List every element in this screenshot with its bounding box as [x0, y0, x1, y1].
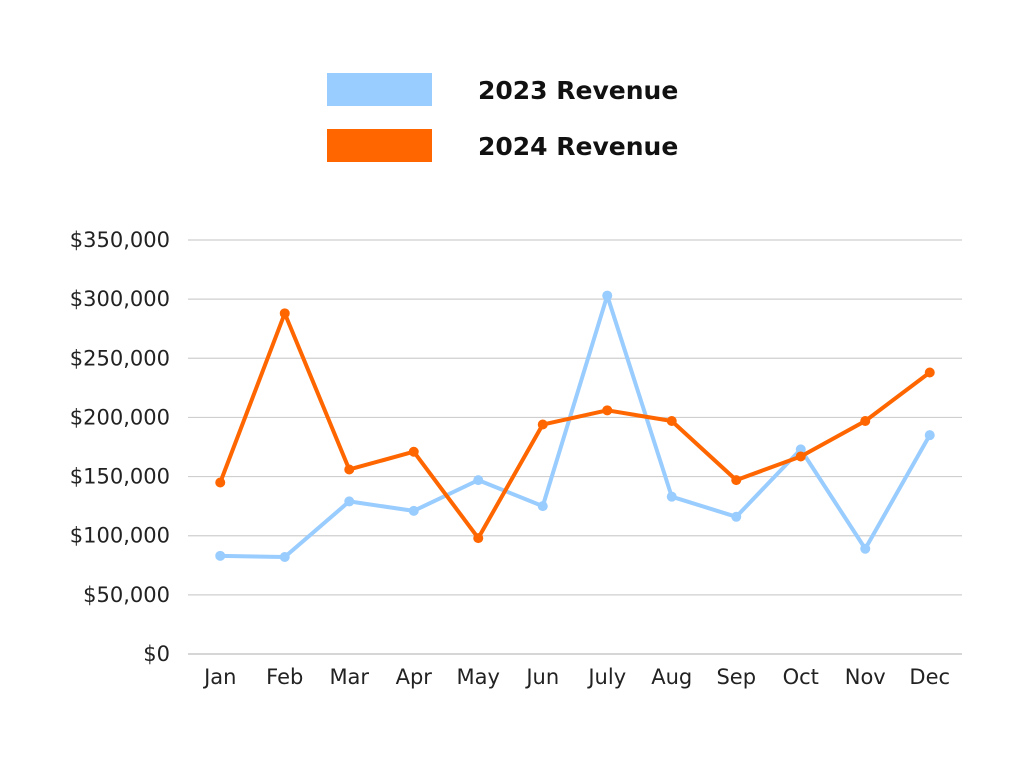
x-tick-label: Apr [396, 665, 433, 689]
data-point [344, 496, 355, 507]
y-tick-label: $100,000 [70, 524, 170, 548]
x-axis-tick-labels: Jan Feb Mar Apr May Jun July Aug Sep Oct Nov Dec [202, 665, 950, 689]
x-tick-label: Feb [266, 665, 303, 689]
x-tick-label: Aug [651, 665, 692, 689]
y-tick-label: $300,000 [70, 287, 170, 311]
data-point [924, 367, 935, 378]
legend-swatch [327, 129, 432, 162]
data-point [215, 477, 226, 488]
data-series [215, 290, 935, 563]
data-point [860, 543, 871, 554]
data-point [602, 405, 613, 416]
gridlines [188, 239, 962, 655]
data-point [795, 451, 806, 462]
x-tick-label: Nov [845, 665, 886, 689]
x-tick-label: Oct [783, 665, 819, 689]
legend: 2023 Revenue 2024 Revenue [327, 73, 678, 162]
x-tick-label: May [457, 665, 500, 689]
y-tick-label: $0 [143, 642, 170, 666]
data-point [666, 415, 677, 426]
series-2 [215, 308, 935, 544]
x-tick-label: Jun [524, 665, 559, 689]
y-tick-label: $200,000 [70, 405, 170, 429]
data-point [279, 308, 290, 319]
data-point [731, 511, 742, 522]
legend-item: 2024 Revenue [327, 129, 678, 162]
data-point [602, 290, 613, 301]
y-tick-label: $350,000 [70, 228, 170, 252]
x-tick-label: Sep [716, 665, 756, 689]
x-tick-label: Mar [329, 665, 369, 689]
data-point [408, 505, 419, 516]
data-point [537, 419, 548, 430]
x-tick-label: Dec [909, 665, 950, 689]
data-point [537, 501, 548, 512]
data-point [860, 415, 871, 426]
y-tick-label: $50,000 [83, 583, 170, 607]
y-tick-label: $250,000 [70, 346, 170, 370]
data-point [408, 446, 419, 457]
x-tick-label: July [586, 665, 626, 689]
y-tick-label: $150,000 [70, 465, 170, 489]
data-point [473, 475, 484, 486]
series-line [218, 293, 932, 560]
data-point [279, 552, 290, 563]
legend-swatch [327, 73, 432, 106]
data-point [344, 464, 355, 475]
data-point [731, 475, 742, 486]
series-line [218, 311, 932, 541]
data-point [666, 491, 677, 502]
y-axis-tick-labels: $0 $50,000 $100,000 $150,000 $200,000 $250,00… [70, 228, 170, 666]
x-tick-label: Jan [202, 665, 236, 689]
data-point [473, 533, 484, 544]
data-point [924, 430, 935, 441]
data-point [215, 550, 226, 561]
legend-item: 2023 Revenue [327, 73, 678, 106]
legend-label: 2024 Revenue [478, 132, 678, 161]
legend-label: 2023 Revenue [478, 76, 678, 105]
data-point [795, 444, 806, 455]
series-1 [215, 290, 935, 563]
